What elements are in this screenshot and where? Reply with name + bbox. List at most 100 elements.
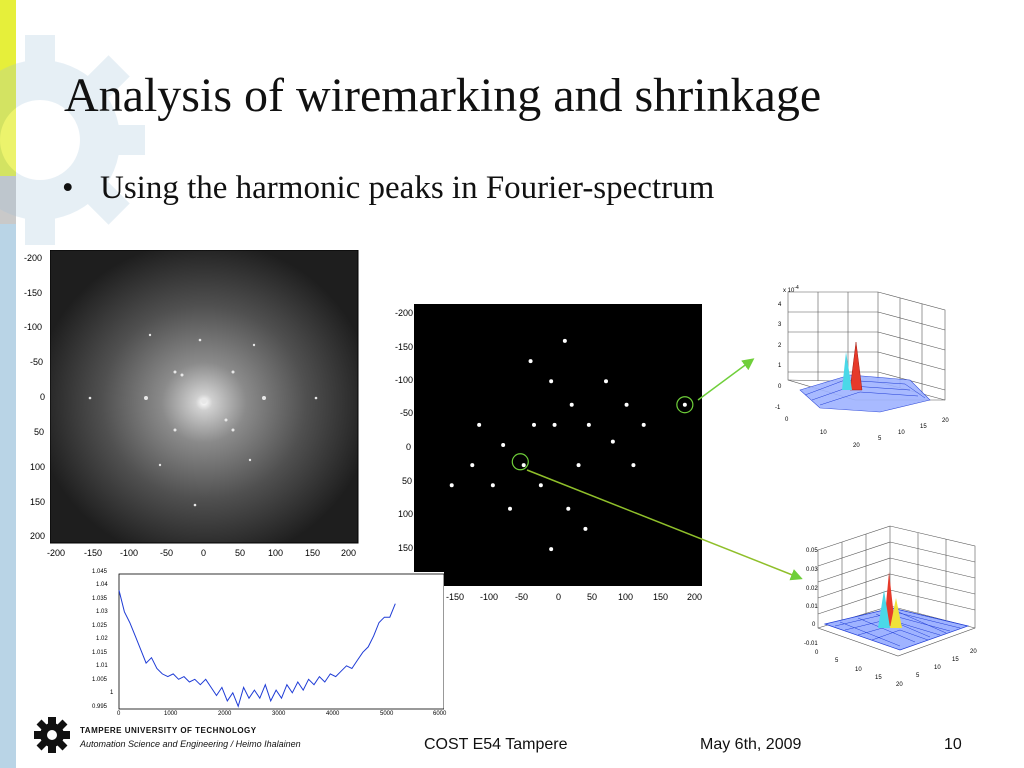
- tick-x: 2000: [218, 711, 232, 717]
- tick-y: 10: [934, 665, 941, 671]
- series-line: [118, 590, 396, 708]
- tick-y: 150: [30, 497, 46, 507]
- fourier-spectrum-image: [50, 250, 359, 544]
- peak-point: [490, 483, 495, 488]
- peak-point: [583, 526, 588, 531]
- tick-x: 50: [587, 592, 598, 602]
- tick-x: -50: [515, 592, 529, 602]
- tick-x: 20: [896, 682, 903, 688]
- tick-y: 0.995: [92, 704, 108, 710]
- tick-z: 0: [812, 622, 816, 628]
- footer-page-number: 10: [944, 736, 962, 753]
- tick-z: 0.03: [806, 567, 818, 573]
- footer-department: Automation Science and Engineering / Hei…: [80, 739, 301, 749]
- tick-z: 0.02: [806, 586, 818, 592]
- tick-x: 3000: [272, 711, 286, 717]
- peak-map-chart: [414, 304, 702, 586]
- tick-y: 1.005: [92, 677, 108, 683]
- tick-x: 4000: [326, 711, 340, 717]
- peak-point: [477, 422, 482, 427]
- tick-y: 150: [398, 543, 414, 553]
- tick-y: -150: [395, 342, 414, 352]
- tick-x: 100: [268, 548, 284, 558]
- tick-x: 0: [556, 592, 562, 602]
- tick-z: -0.01: [804, 641, 818, 647]
- tick-x: -100: [480, 592, 499, 602]
- peak-point: [470, 463, 475, 468]
- peak-point: [508, 506, 512, 511]
- tick-z: 3: [778, 322, 782, 328]
- spectrum-peaks: [88, 333, 318, 507]
- tick-x: 0: [815, 650, 819, 656]
- peak-point: [521, 463, 526, 468]
- tick-y: 1.01: [96, 663, 108, 669]
- tick-y: 1.02: [96, 636, 108, 642]
- sidebar-band-gray: [0, 176, 16, 224]
- tick-x: 15: [875, 675, 882, 681]
- tick-y: 1.04: [96, 582, 108, 588]
- tick-y: -50: [30, 357, 44, 367]
- arrow-to-surface-top: [697, 358, 755, 401]
- peak-point: [501, 443, 506, 447]
- peak-point: [586, 422, 591, 427]
- tick-y: 5: [916, 673, 920, 679]
- tick-y: -200: [395, 308, 414, 318]
- surface-exponent-label: x 10-4: [783, 285, 799, 294]
- peak-point: [610, 439, 615, 444]
- highlight-circle: [676, 396, 694, 414]
- peak-point: [641, 422, 646, 427]
- peak-point: [538, 483, 543, 488]
- tut-logo-icon: [34, 717, 70, 753]
- tick-y: 1: [110, 690, 114, 696]
- tick-x: -150: [84, 548, 103, 558]
- tick-y: 50: [34, 427, 45, 437]
- peak-point: [528, 359, 533, 364]
- tick-y: 5: [878, 436, 882, 442]
- tick-z: 0.01: [806, 604, 818, 610]
- tick-x: 0: [117, 711, 121, 717]
- sidebar-band-yellow: [0, 0, 16, 176]
- surface-plot-upper: [787, 291, 946, 413]
- tick-y: 1.035: [92, 596, 108, 602]
- tick-x: -150: [446, 592, 465, 602]
- tick-y: 1.045: [92, 569, 108, 575]
- peak-point: [576, 463, 581, 468]
- tick-x: 150: [305, 548, 321, 558]
- tick-y: 0: [406, 442, 412, 452]
- shrinkage-line-chart: [82, 572, 444, 717]
- tick-x: 0: [785, 417, 789, 423]
- tick-z: -1: [775, 405, 781, 411]
- peak-point: [549, 379, 554, 384]
- tick-x: 50: [235, 548, 246, 558]
- peak-point: [562, 338, 567, 343]
- tick-y: 15: [920, 424, 927, 430]
- tick-x: 100: [618, 592, 634, 602]
- tick-y: -100: [24, 322, 43, 332]
- tick-z: 0.05: [806, 548, 818, 554]
- tick-y: 10: [898, 430, 905, 436]
- slide-title: Analysis of wiremarking and shrinkage: [64, 69, 822, 122]
- peak-point: [532, 422, 536, 427]
- footer-date: May 6th, 2009: [700, 736, 802, 753]
- tick-z: 0: [778, 384, 782, 390]
- peak-point: [682, 402, 687, 407]
- peak-point: [449, 483, 454, 488]
- tick-x: -100: [120, 548, 139, 558]
- tick-y: 20: [942, 418, 949, 424]
- tick-x: 20: [853, 443, 860, 449]
- tick-y: -100: [395, 375, 414, 385]
- peak-point: [624, 402, 629, 407]
- peak-point: [566, 506, 571, 511]
- tick-y: -200: [24, 253, 43, 263]
- bullet-item: • Using the harmonic peaks in Fourier-spe…: [62, 170, 714, 207]
- surface-plot-lower: [817, 525, 976, 657]
- tick-y: -50: [400, 408, 414, 418]
- gear-watermark-icon: [0, 35, 145, 245]
- tick-y: 1.025: [92, 623, 108, 629]
- tick-y: 50: [402, 476, 413, 486]
- tick-z: 1: [778, 363, 782, 369]
- tick-z: 4: [778, 302, 782, 308]
- tick-y: 1.03: [96, 609, 108, 615]
- tick-x: 1000: [164, 711, 178, 717]
